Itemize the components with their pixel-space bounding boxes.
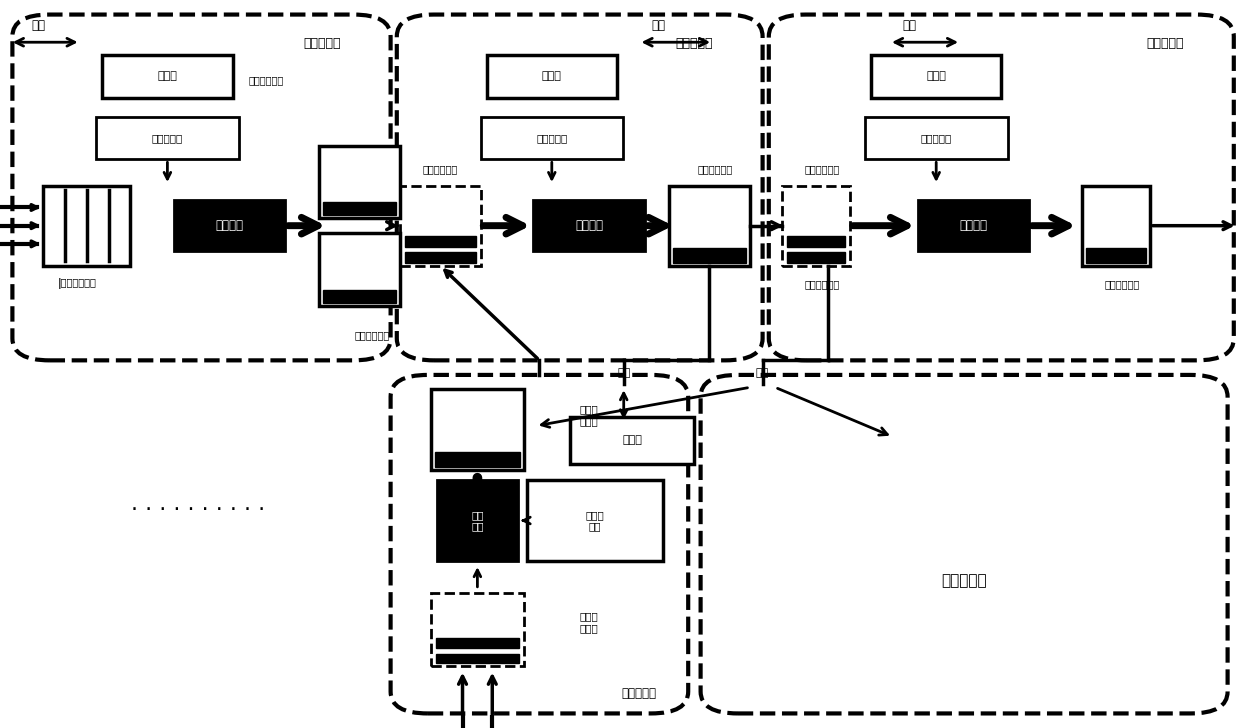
Text: 输出数据缓存: 输出数据缓存: [355, 330, 389, 340]
Bar: [404, 253, 476, 263]
Bar: [432, 389, 525, 470]
Text: 输出数据缓存: 输出数据缓存: [249, 75, 284, 85]
Bar: [97, 117, 238, 159]
Bar: [787, 236, 846, 247]
Bar: [570, 416, 694, 464]
Bar: [322, 202, 396, 215]
Text: · · · · · · · · · ·: · · · · · · · · · ·: [131, 499, 265, 520]
Text: 消息仓: 消息仓: [926, 71, 946, 82]
Text: 消息: 消息: [618, 368, 630, 378]
Bar: [319, 233, 399, 306]
Bar: [436, 638, 520, 648]
Text: 处理组件: 处理组件: [960, 219, 987, 232]
Bar: [533, 200, 645, 251]
Text: 第二执行体: 第二执行体: [304, 37, 341, 50]
Text: 消息仓: 消息仓: [157, 71, 177, 82]
Bar: [486, 55, 618, 98]
Text: 输出数
据缓存: 输出数 据缓存: [579, 404, 599, 426]
Text: 消息: 消息: [903, 19, 916, 32]
Bar: [103, 55, 233, 98]
Text: 有限状
态机: 有限状 态机: [585, 510, 605, 531]
Bar: [527, 480, 663, 561]
Text: 输入数据缓存: 输入数据缓存: [805, 165, 839, 175]
Bar: [672, 248, 746, 263]
Text: 第一执行体: 第一执行体: [676, 37, 713, 50]
Bar: [399, 186, 481, 266]
Bar: [432, 593, 525, 666]
Text: 处理组件: 处理组件: [575, 219, 603, 232]
Bar: [436, 654, 520, 663]
Text: |输入数据缓存: |输入数据缓存: [57, 278, 97, 290]
Text: 消息仓: 消息仓: [542, 71, 562, 82]
Text: 消息: 消息: [756, 368, 769, 378]
Bar: [481, 117, 624, 159]
Bar: [670, 186, 749, 266]
Text: 输入数
据缓存: 输入数 据缓存: [579, 612, 599, 633]
Bar: [438, 480, 518, 561]
Text: 消息: 消息: [651, 19, 665, 32]
Text: 第三执行体: 第三执行体: [1147, 37, 1184, 50]
Text: 输入数据缓存: 输入数据缓存: [423, 165, 458, 175]
Text: 第五执行体: 第五执行体: [941, 573, 987, 588]
Text: 处理组件: 处理组件: [216, 219, 243, 232]
Text: 有限状态机: 有限状态机: [536, 133, 568, 143]
Bar: [404, 236, 476, 247]
Bar: [435, 452, 521, 467]
Bar: [918, 200, 1029, 251]
Bar: [322, 290, 396, 303]
Bar: [1086, 248, 1147, 263]
Text: 处理
组件: 处理 组件: [471, 510, 484, 531]
Text: 输出数据缓存: 输出数据缓存: [1105, 279, 1140, 289]
Text: 有限状态机: 有限状态机: [920, 133, 952, 143]
Text: 输出数据缓存: 输出数据缓存: [698, 165, 733, 175]
Bar: [1081, 186, 1151, 266]
Text: 消息仓: 消息仓: [622, 435, 642, 446]
Text: 消息: 消息: [31, 19, 45, 32]
Bar: [174, 200, 285, 251]
Bar: [866, 117, 1007, 159]
Bar: [319, 146, 399, 218]
Text: 输入数据缓存: 输入数据缓存: [805, 279, 839, 289]
Text: 第四执行体: 第四执行体: [621, 687, 656, 700]
Bar: [787, 253, 846, 263]
Text: 有限状态机: 有限状态机: [151, 133, 184, 143]
Bar: [870, 55, 1002, 98]
Bar: [782, 186, 851, 266]
Bar: [43, 186, 130, 266]
